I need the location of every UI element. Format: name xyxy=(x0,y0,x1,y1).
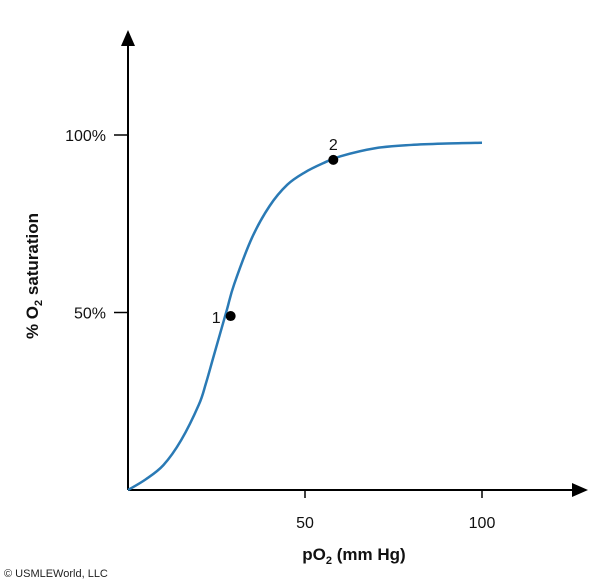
y-axis-title: % O2 saturation xyxy=(23,213,45,339)
x-tick-label: 100 xyxy=(469,515,496,532)
point-2-marker xyxy=(328,154,339,165)
y-tick-label: 50% xyxy=(74,306,106,323)
y-tick-label: 100% xyxy=(65,128,106,145)
point-2-label: 2 xyxy=(329,137,338,154)
x-tick-label: 50 xyxy=(296,515,314,532)
point-1-marker xyxy=(225,311,236,322)
x-axis-title: pO2 (mm Hg) xyxy=(302,545,405,567)
y-axis-arrow xyxy=(121,30,135,46)
saturation-curve xyxy=(127,141,483,492)
point-1-label: 1 xyxy=(212,310,221,327)
copyright-text: © USMLEWorld, LLC xyxy=(4,568,108,580)
x-axis-arrow xyxy=(572,483,588,497)
